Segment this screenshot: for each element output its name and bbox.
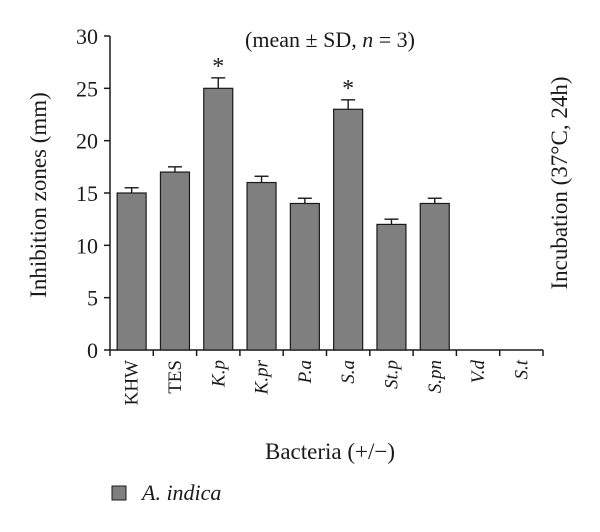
x-tick-label: V.d (468, 360, 489, 384)
legend-swatch (111, 485, 127, 501)
right-axis-title: Incubation (37°C, 24h) (547, 77, 572, 290)
significance-star: * (212, 54, 224, 80)
y-axis-title: Inhibition zones (mm) (26, 92, 51, 298)
bar (333, 108, 364, 351)
x-tick-label: St.p (381, 360, 402, 389)
y-tick-label: 15 (76, 181, 98, 206)
y-tick-label: 30 (76, 24, 98, 49)
x-tick-label: S.a (338, 360, 359, 384)
bar (116, 192, 147, 351)
significance-star: * (342, 76, 354, 102)
legend: A. indica (111, 480, 221, 505)
y-tick-label: 5 (87, 286, 98, 311)
y-tick-label: 10 (76, 233, 98, 258)
bar (203, 87, 234, 351)
x-tick-label: S.pn (425, 360, 446, 393)
x-tick-label: P.a (295, 360, 316, 384)
y-axis: 0 5 10 15 20 25 30 (76, 24, 111, 363)
x-tick-label: K.p (208, 360, 229, 388)
y-tick-label: 25 (76, 76, 98, 101)
bar (246, 181, 277, 351)
x-axis-title: Bacteria (+/−) (265, 439, 395, 464)
x-tick-label: K.pr (252, 359, 273, 395)
y-tick-label: 0 (87, 338, 98, 363)
x-tick-label: KHW (122, 360, 143, 405)
y-tick-label: 20 (76, 129, 98, 154)
bars: ** (116, 54, 450, 351)
bar (376, 223, 407, 351)
stats-annotation: (mean ± SD, n = 3) (245, 27, 415, 52)
bar (289, 202, 320, 351)
x-tick-label: TES (165, 360, 186, 394)
bar (159, 171, 191, 351)
legend-label: A. indica (140, 480, 221, 505)
x-tick-label: S.t (511, 359, 532, 379)
x-axis (109, 349, 544, 356)
bar (419, 202, 450, 351)
category-labels: KHW TES K.p K.pr P.a S.a St.p S.pn V.d S.t (122, 359, 533, 405)
